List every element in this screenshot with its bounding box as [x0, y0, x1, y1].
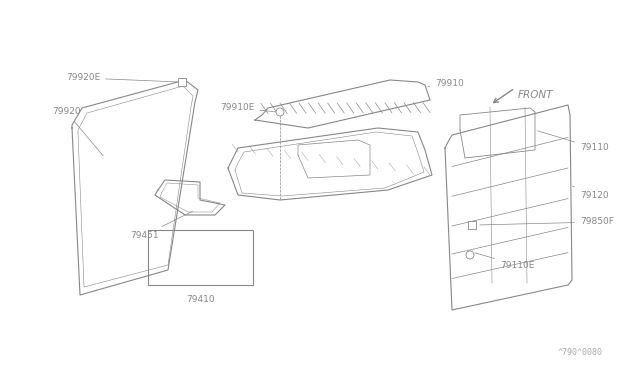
Text: ^790^0080: ^790^0080 [557, 348, 602, 357]
Bar [148, 230, 253, 285]
Text: 79910E: 79910E [220, 103, 275, 112]
Text: 79920: 79920 [52, 108, 103, 156]
Text: 79850F: 79850F [480, 218, 614, 227]
Circle shape [276, 108, 284, 116]
Text: 79410: 79410 [186, 295, 215, 304]
Text: 79110: 79110 [538, 131, 609, 153]
Text: 79120: 79120 [573, 186, 609, 199]
Text: FRONT: FRONT [518, 90, 554, 100]
Text: 79110E: 79110E [475, 253, 534, 269]
Circle shape [466, 251, 474, 259]
Text: 79910: 79910 [428, 80, 464, 89]
Text: 79451: 79451 [131, 211, 193, 240]
Text: 79920E: 79920E [66, 74, 177, 83]
